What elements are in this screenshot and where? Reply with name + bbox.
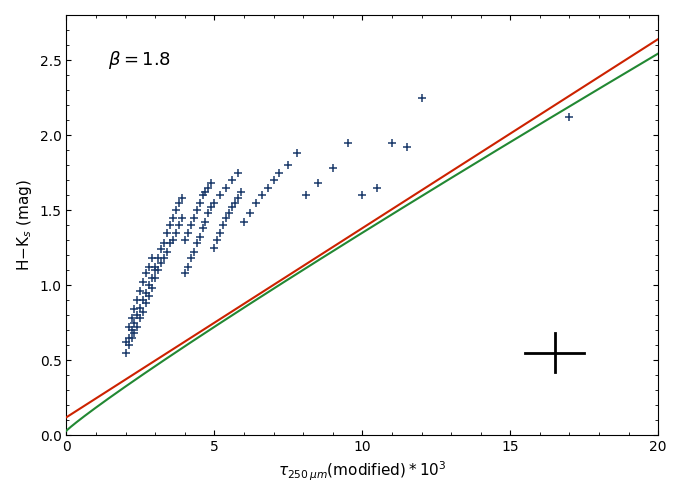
- X-axis label: $\tau_{250\,\mu m}(\mathrm{modified}) * 10^3$: $\tau_{250\,\mu m}(\mathrm{modified}) * …: [278, 460, 447, 483]
- Text: $\beta = 1.8$: $\beta = 1.8$: [108, 49, 170, 71]
- Y-axis label: H$-$K$_s$ (mag): H$-$K$_s$ (mag): [15, 179, 34, 271]
